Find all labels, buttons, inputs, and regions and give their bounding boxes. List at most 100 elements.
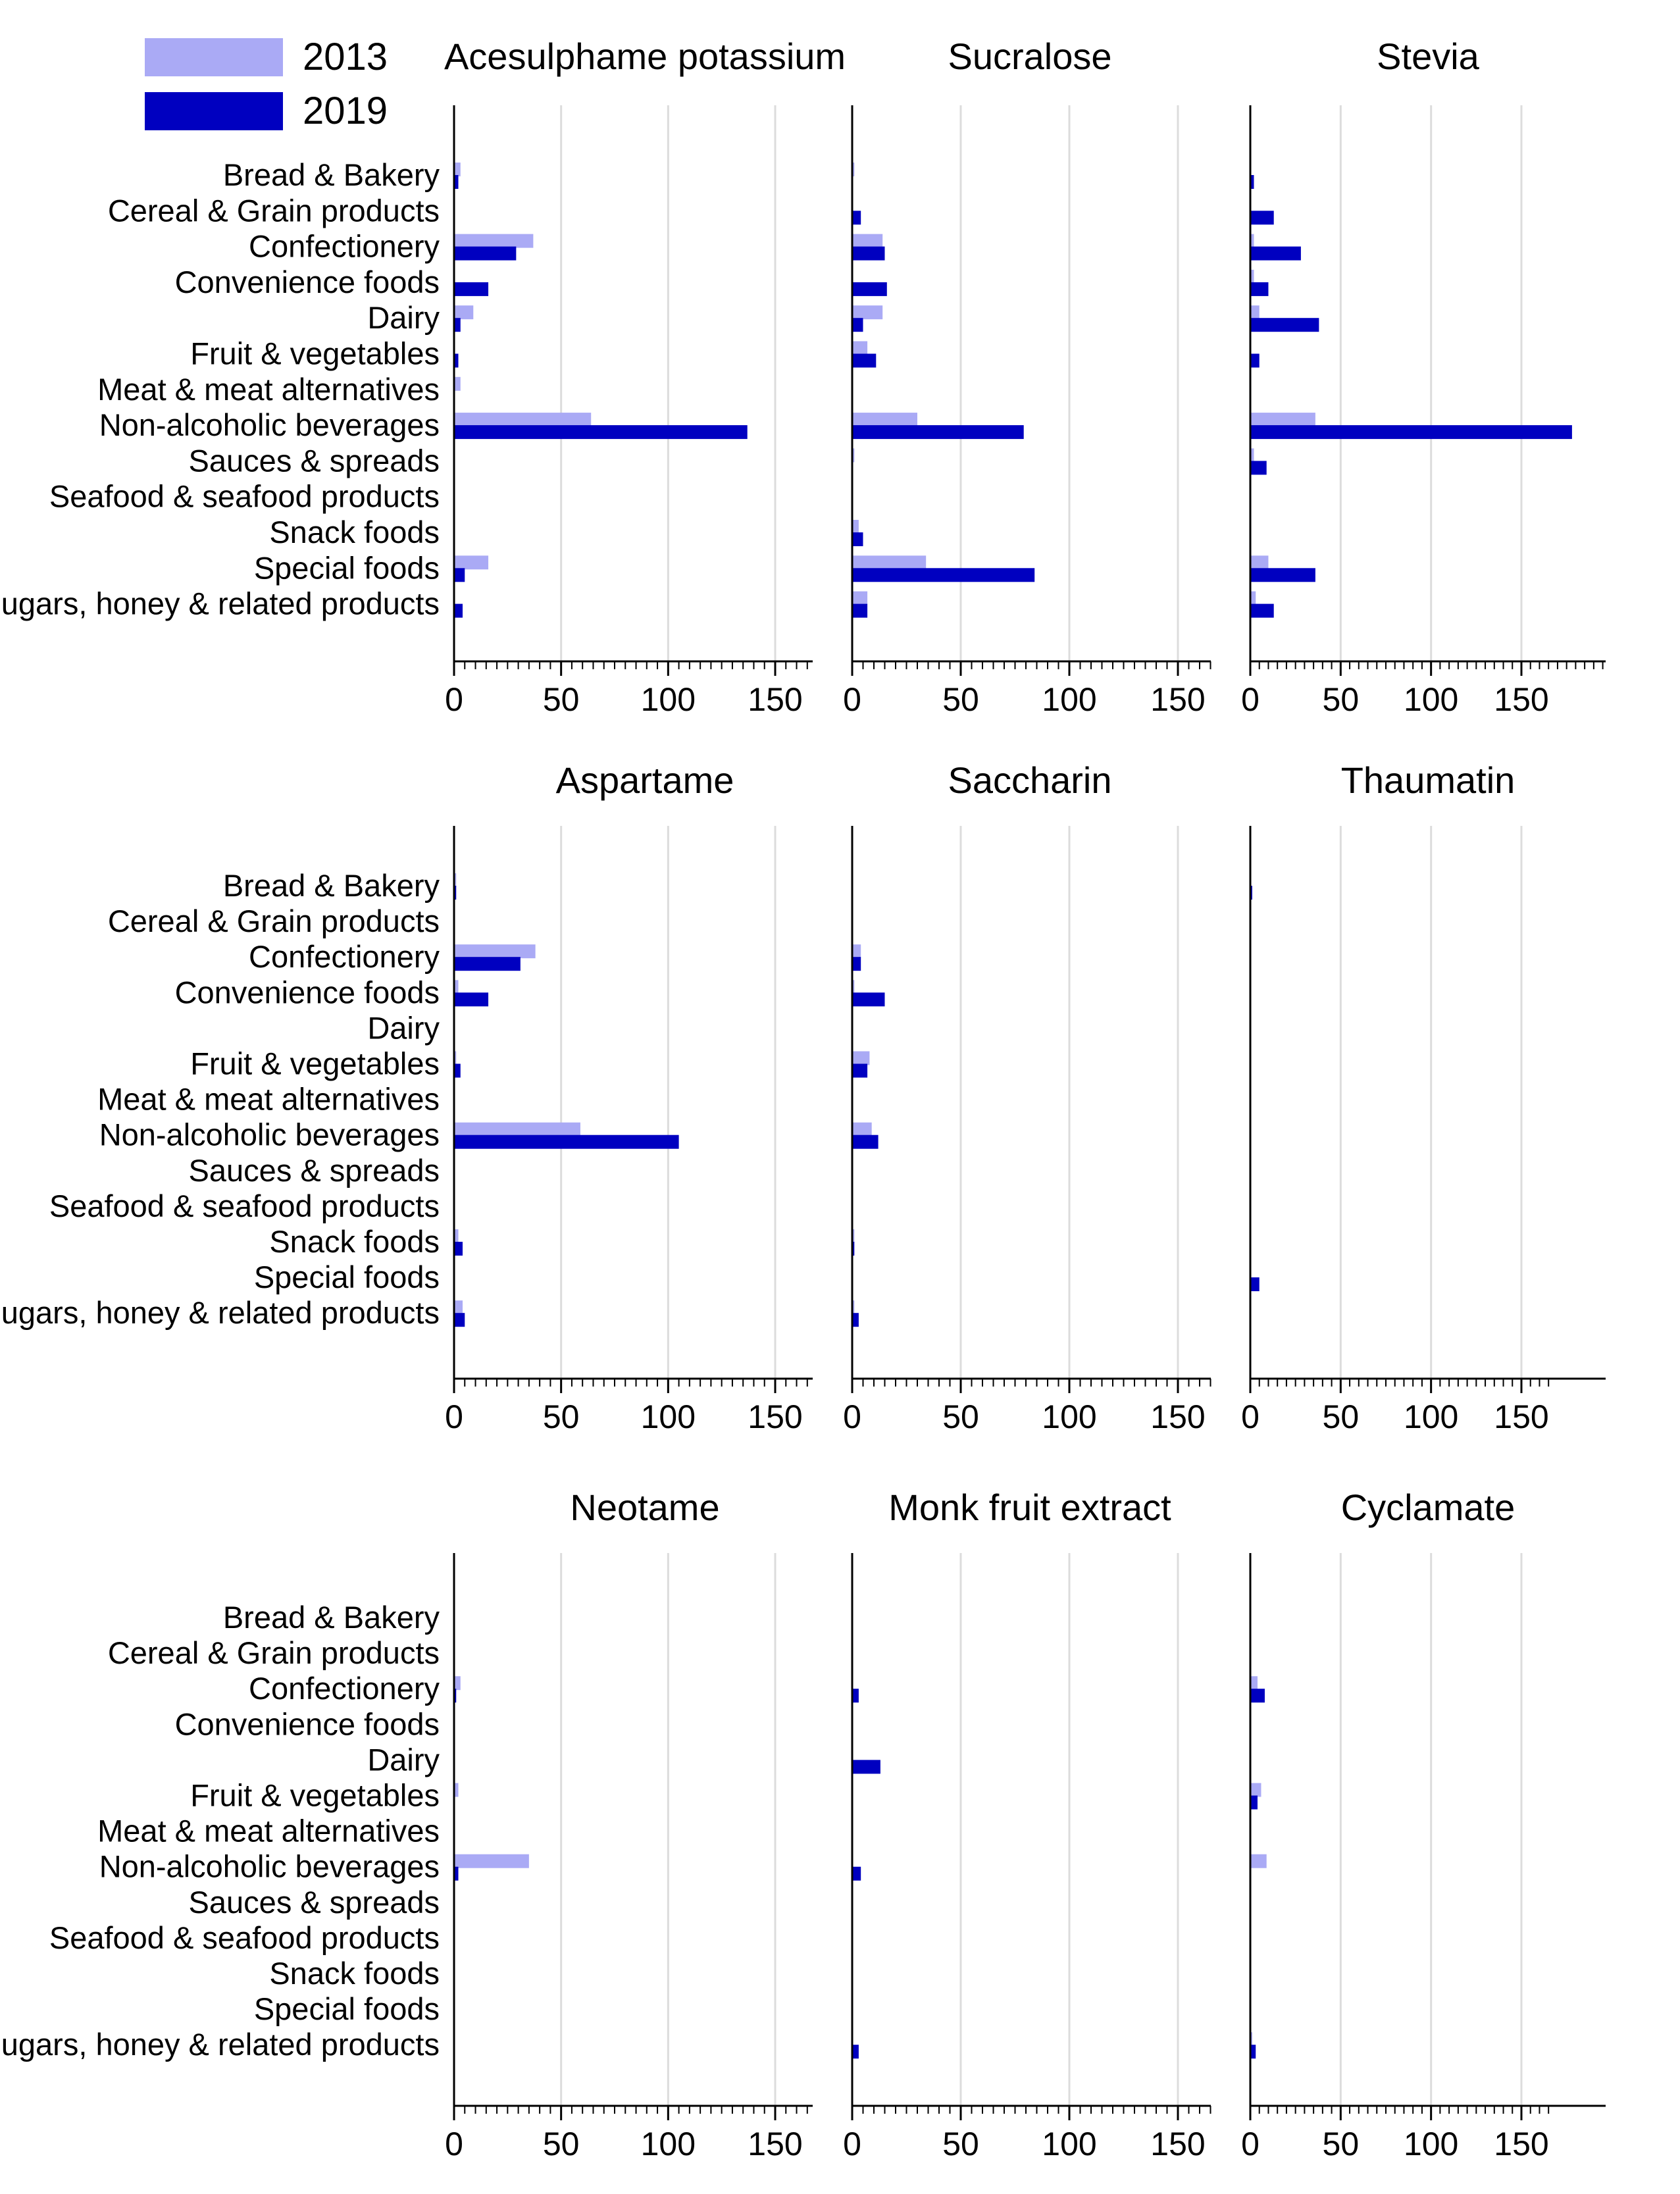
category-label: Bread & Bakery [223, 157, 440, 192]
bar-2019-dairy [852, 318, 863, 332]
bar-2013-convenience-foods [852, 980, 855, 994]
x-tick-label: 50 [1323, 681, 1360, 718]
category-label: Confectionery [249, 1671, 440, 1706]
bar-2013-confectionery [1250, 234, 1254, 248]
category-label: Sauces & spreads [189, 443, 440, 478]
category-label: Dairy [367, 300, 440, 335]
panel-stevia: 0 50 100 150 Stevia [1241, 36, 1606, 718]
bar-2013-non-alcoholic-beverages [1250, 413, 1315, 427]
category-label: Snack foods [269, 1956, 440, 1991]
x-tick-label: 150 [748, 681, 802, 718]
bar-2019-cereal-grain-products [852, 211, 861, 225]
bar-2019-snack-foods [454, 1242, 463, 1256]
bar-2019-sugars-honey-related-products [852, 2045, 859, 2059]
bar-2019-confectionery [852, 246, 885, 261]
category-label: Special foods [254, 1260, 440, 1294]
bar-2013-bread-bakery [852, 163, 855, 176]
bar-2013-confectionery [852, 944, 861, 959]
x-tick-label: 150 [1494, 2126, 1548, 2162]
bar-2019-sugars-honey-related-products [454, 603, 463, 618]
bar-2019-confectionery [454, 246, 517, 261]
bar-2019-convenience-foods [454, 282, 489, 296]
bar-2019-sugars-honey-related-products [1250, 603, 1274, 618]
bar-2013-fruit-vegetables [1250, 1783, 1261, 1797]
x-tick-label: 0 [843, 2126, 861, 2162]
bar-2019-convenience-foods [1250, 282, 1269, 296]
x-tick-label: 50 [942, 2126, 979, 2162]
chart-title: Acesulphame potassium [444, 36, 846, 77]
x-tick-label: 50 [543, 681, 580, 718]
x-tick-label: 100 [1404, 2126, 1458, 2162]
category-label: Sugars, honey & related products [0, 586, 440, 621]
category-label: Fruit & vegetables [190, 1046, 440, 1081]
category-label: Special foods [254, 550, 440, 585]
chart-title: Aspartame [556, 759, 734, 801]
bar-2019-special-foods [1250, 568, 1315, 582]
category-label: Non-alcoholic beverages [99, 407, 440, 442]
legend-label-2013: 2013 [303, 36, 388, 78]
bar-2013-sugars-honey-related-products [852, 591, 868, 605]
panel-cyclamate: 0 50 100 150 Cyclamate [1241, 1487, 1606, 2162]
category-label: Non-alcoholic beverages [99, 1117, 440, 1152]
x-tick-label: 50 [543, 2126, 580, 2162]
x-tick-label: 100 [1404, 681, 1458, 718]
x-tick-label: 150 [748, 2126, 802, 2162]
bar-2019-cereal-grain-products [1250, 211, 1274, 225]
bar-2019-sugars-honey-related-products [852, 603, 868, 618]
bar-2019-snack-foods [852, 532, 863, 546]
bar-2013-confectionery [454, 944, 536, 959]
bar-2019-special-foods [1250, 1277, 1260, 1292]
bar-2013-meat-meat-alternatives [454, 376, 461, 391]
chart-title: Monk fruit extract [888, 1487, 1171, 1528]
bar-2019-sugars-honey-related-products [1250, 2045, 1256, 2059]
x-tick-label: 100 [1042, 1398, 1096, 1435]
chart-title: Sucralose [948, 36, 1111, 77]
category-label: Sugars, honey & related products [0, 1295, 440, 1330]
bar-2019-non-alcoholic-beverages [852, 1135, 878, 1149]
category-label: Convenience foods [175, 1706, 440, 1741]
x-tick-label: 150 [748, 1398, 802, 1435]
bar-2019-fruit-vegetables [1250, 353, 1260, 368]
category-label: Bread & Bakery [223, 1600, 440, 1635]
x-tick-label: 150 [1494, 1398, 1548, 1435]
x-tick-label: 100 [641, 681, 696, 718]
category-label: Cereal & Grain products [108, 904, 440, 938]
bar-2019-convenience-foods [852, 282, 887, 296]
x-tick-label: 100 [1042, 2126, 1096, 2162]
bar-2013-sauces-spreads [852, 448, 855, 463]
bar-2019-fruit-vegetables [454, 1063, 461, 1078]
category-label: Cereal & Grain products [108, 193, 440, 228]
x-tick-label: 150 [1494, 681, 1548, 718]
panel-monk-fruit-extract: 0 50 100 150 Monk fruit extract [843, 1487, 1211, 2162]
legend-swatch-2013 [145, 38, 283, 76]
bar-2013-bread-bakery [454, 163, 461, 176]
panel-thaumatin: 0 50 100 150 Thaumatin [1241, 759, 1606, 1435]
category-label: Sauces & spreads [189, 1885, 440, 1920]
bar-2013-non-alcoholic-beverages [454, 413, 592, 427]
bar-2019-convenience-foods [852, 992, 885, 1007]
bar-2013-confectionery [1250, 1676, 1258, 1691]
category-label: Special foods [254, 1991, 440, 2026]
bar-2019-sugars-honey-related-products [852, 1313, 859, 1327]
panel-saccharin: 0 50 100 150 Saccharin [843, 759, 1211, 1435]
bar-2013-snack-foods [852, 1229, 855, 1243]
bar-2013-fruit-vegetables [454, 1783, 459, 1797]
x-tick-label: 0 [445, 1398, 463, 1435]
bar-2013-non-alcoholic-beverages [852, 1122, 872, 1136]
bar-2019-confectionery [1250, 1689, 1265, 1703]
bar-2013-confectionery [454, 1676, 461, 1691]
category-label: Dairy [367, 1742, 440, 1777]
x-tick-label: 0 [843, 1398, 861, 1435]
bar-2013-fruit-vegetables [852, 341, 868, 355]
x-tick-label: 50 [942, 681, 979, 718]
chart-title: Stevia [1377, 36, 1479, 77]
bar-2019-non-alcoholic-beverages [454, 1135, 679, 1149]
bar-2013-non-alcoholic-beverages [852, 413, 917, 427]
x-tick-label: 100 [1404, 1398, 1458, 1435]
chart-title: Cyclamate [1341, 1487, 1515, 1528]
category-label: Non-alcoholic beverages [99, 1849, 440, 1884]
